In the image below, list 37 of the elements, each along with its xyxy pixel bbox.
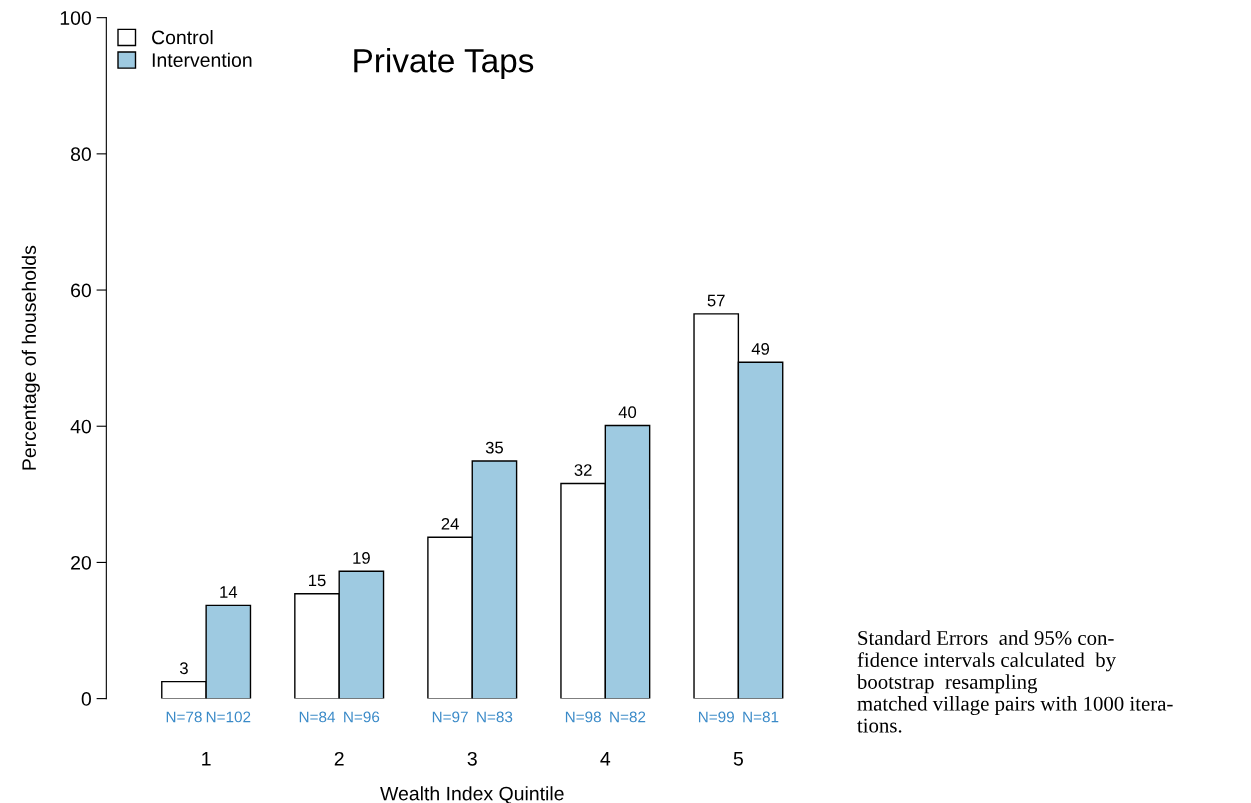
- data-label: 40: [618, 406, 637, 419]
- text: Private Taps: [354, 47, 534, 80]
- x-tick-label: 2: [334, 751, 344, 766]
- annotation: N=84: [299, 711, 336, 723]
- annotation: N=102: [206, 711, 251, 723]
- data-label: 57: [707, 294, 725, 307]
- y-tick-label: 20: [71, 555, 91, 570]
- annotation: N=98: [565, 711, 601, 723]
- y-tick-label: 60: [71, 283, 91, 298]
- data-label: 35: [485, 441, 503, 454]
- x-tick-label: 3: [467, 751, 477, 766]
- data-label: 24: [441, 517, 459, 530]
- y-tick-label: 100: [60, 11, 91, 25]
- data-label: 15: [309, 574, 326, 587]
- annotation: N=96: [344, 711, 380, 723]
- y-tick-label: 40: [70, 419, 91, 434]
- x-axis-title: Wealth Index Quintile: [380, 786, 564, 803]
- y-tick-label: 0: [81, 692, 91, 706]
- annotation: N=78: [166, 711, 202, 723]
- annotation: N=97: [432, 711, 468, 723]
- x-tick-label: 5: [733, 752, 743, 766]
- legend-label: Intervention: [152, 52, 252, 67]
- data-label: 3: [179, 662, 188, 675]
- data-label: 49: [751, 342, 770, 355]
- text: Standard Errors and 95% con- fidence intervals calculated by bootstrap resampling matched village pairs with 1000 itera- tions.: [856, 630, 1173, 733]
- data-label: 32: [574, 464, 592, 476]
- x-tick-label: 1: [202, 752, 211, 766]
- annotation: N=81: [743, 711, 779, 723]
- annotation: N=99: [698, 711, 734, 723]
- annotation: N=83: [477, 711, 513, 723]
- x-tick-label: 4: [600, 752, 611, 766]
- y-axis-title: Percentage of households: [21, 245, 40, 470]
- legend-label: Control: [152, 30, 213, 45]
- y-tick-label: 80: [70, 147, 91, 162]
- data-label: 14: [220, 586, 238, 598]
- annotation: N=82: [610, 711, 646, 723]
- data-label: 19: [353, 552, 370, 564]
